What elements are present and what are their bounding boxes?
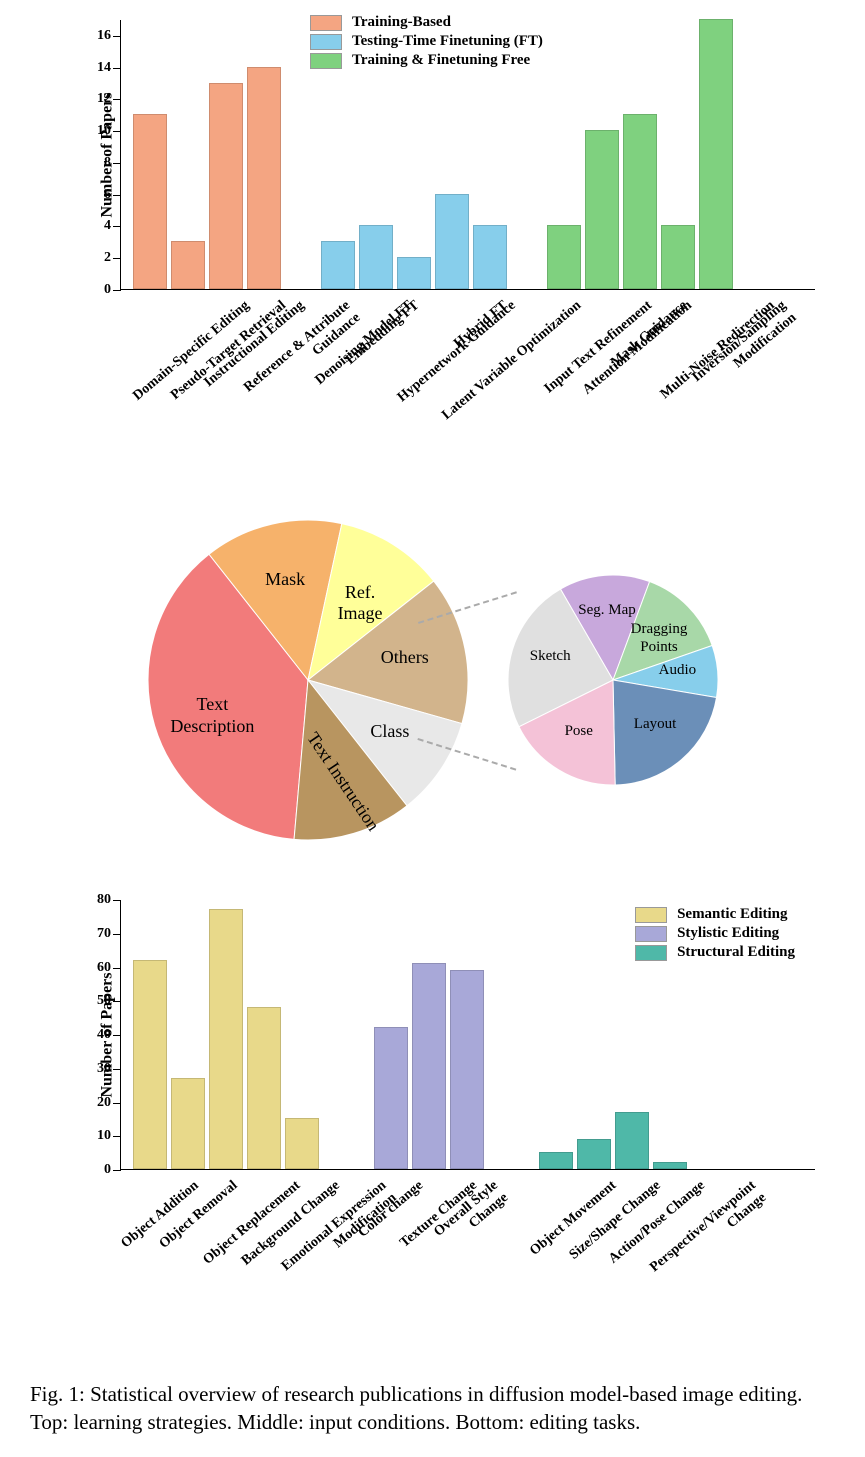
y-tick	[113, 1001, 121, 1002]
x-axis-label: Latent Variable Optimization	[439, 298, 585, 424]
top-plot-area: 0246810121416	[120, 20, 815, 290]
bar	[209, 909, 243, 1169]
bar	[247, 67, 281, 289]
bar	[450, 970, 484, 1169]
pie-slice-label: Ref. Image	[315, 582, 405, 625]
bar	[412, 963, 446, 1169]
bar	[615, 1112, 649, 1169]
bottom-plot-area: 01020304050607080	[120, 900, 815, 1170]
x-axis-label: Hybrid FT	[451, 298, 511, 352]
y-tick	[113, 1069, 121, 1070]
y-tick	[113, 163, 121, 164]
figure-caption: Fig. 1: Statistical overview of research…	[30, 1380, 835, 1437]
pie-slice-label: Seg. Map	[562, 601, 652, 619]
y-tick	[113, 131, 121, 132]
y-tick	[113, 258, 121, 259]
x-axis-label: Perspective/Viewpoint Change	[647, 1178, 770, 1288]
bar	[547, 225, 581, 289]
pie-slice-label: Audio	[632, 661, 722, 679]
bar	[577, 1139, 611, 1169]
y-tick-label: 6	[89, 187, 111, 203]
y-tick-label: 40	[89, 1027, 111, 1043]
pie-section: Text DescriptionMaskRef. ImageOthersClas…	[30, 500, 835, 860]
x-axis-label: Embedding FT	[343, 298, 423, 369]
y-tick	[113, 226, 121, 227]
y-tick-label: 80	[89, 892, 111, 908]
y-tick-label: 10	[89, 1128, 111, 1144]
bar	[133, 960, 167, 1169]
pie-slice-label: Others	[360, 647, 450, 669]
y-tick	[113, 1035, 121, 1036]
bar	[171, 1078, 205, 1169]
bar	[359, 225, 393, 289]
y-tick	[113, 968, 121, 969]
y-tick	[113, 900, 121, 901]
y-tick-label: 12	[89, 91, 111, 107]
bottom-bar-chart: Number of Papers 01020304050607080	[100, 900, 815, 1170]
pie-slice-label: Text Description	[167, 694, 257, 737]
bar	[539, 1152, 573, 1169]
y-tick	[113, 99, 121, 100]
x-axis-label: Inversion/Sampling Modification	[689, 298, 800, 398]
y-tick-label: 30	[89, 1061, 111, 1077]
y-tick-label: 4	[89, 218, 111, 234]
bottom-x-labels: Object AdditionObject RemovalObject Repl…	[120, 1170, 815, 1350]
bar	[321, 241, 355, 289]
y-tick	[113, 934, 121, 935]
bar	[623, 114, 657, 289]
top-bar-chart: Number of Papers 0246810121416	[100, 20, 815, 290]
figure-container: Training-BasedTesting-Time Finetuning (F…	[30, 20, 835, 1437]
y-tick-label: 70	[89, 926, 111, 942]
y-tick-label: 10	[89, 123, 111, 139]
y-tick-label: 0	[89, 1162, 111, 1178]
top-chart-section: Training-BasedTesting-Time Finetuning (F…	[30, 20, 835, 470]
y-tick-label: 14	[89, 60, 111, 76]
y-tick-label: 60	[89, 960, 111, 976]
bar	[171, 241, 205, 289]
pie-slice-label: Sketch	[505, 647, 595, 665]
y-tick-label: 2	[89, 250, 111, 266]
y-tick	[113, 36, 121, 37]
y-tick	[113, 68, 121, 69]
y-tick	[113, 1136, 121, 1137]
bar	[209, 83, 243, 289]
bar	[374, 1027, 408, 1169]
bar	[661, 225, 695, 289]
y-tick-label: 16	[89, 28, 111, 44]
bar	[247, 1007, 281, 1169]
y-tick	[113, 1103, 121, 1104]
bar	[699, 19, 733, 289]
y-tick-label: 20	[89, 1095, 111, 1111]
bar	[285, 1118, 319, 1169]
bar	[435, 194, 469, 289]
y-tick	[113, 195, 121, 196]
top-x-labels: Domain-Specific EditingPseudo-Target Ret…	[120, 290, 815, 470]
bar	[473, 225, 507, 289]
y-tick-label: 50	[89, 993, 111, 1009]
pie-others: Seg. MapDragging PointsAudioLayoutPoseSk…	[508, 575, 718, 785]
bottom-chart-section: Semantic EditingStylistic EditingStructu…	[30, 900, 835, 1350]
bar	[397, 257, 431, 289]
y-tick-label: 8	[89, 155, 111, 171]
pie-slice-label: Dragging Points	[614, 620, 704, 656]
pie-main: Text DescriptionMaskRef. ImageOthersClas…	[148, 520, 468, 840]
bar	[653, 1162, 687, 1169]
y-tick-label: 0	[89, 282, 111, 298]
bar	[585, 130, 619, 289]
bar	[133, 114, 167, 289]
pie-svg	[148, 520, 468, 840]
pie-slice-label: Pose	[534, 722, 624, 740]
